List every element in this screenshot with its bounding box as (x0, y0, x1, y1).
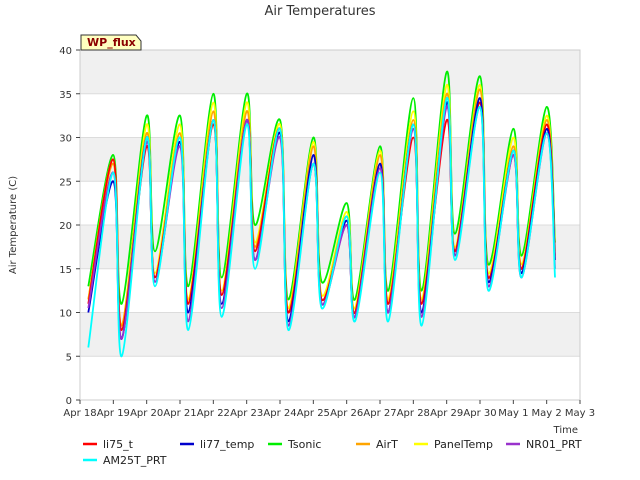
y-tick-label: 25 (59, 177, 72, 188)
y-axis-label: Air Temperature (C) (8, 176, 19, 274)
legend-label: PanelTemp (434, 438, 493, 451)
legend-label: AM25T_PRT (103, 454, 167, 467)
legend-item-PanelTemp: PanelTemp (414, 438, 493, 451)
legend: li75_t li77_temp Tsonic AirT PanelTemp NR01_P… (83, 438, 582, 467)
x-tick-label: Apr 26 (330, 408, 363, 419)
legend-label: Tsonic (287, 438, 321, 451)
series-line-AM25T_PRT (87, 97, 556, 358)
x-tick-label: May 3 (565, 408, 595, 419)
x-tick-label: Apr 25 (297, 408, 330, 419)
grid-band (80, 50, 580, 94)
x-tick-label: Apr 30 (463, 408, 496, 419)
y-tick-label: 30 (59, 134, 72, 145)
x-tick-label: Apr 21 (163, 408, 196, 419)
x-tick-label: May 2 (532, 408, 562, 419)
y-axis-ticks: 0 5 10 15 20 25 30 35 40 (59, 46, 80, 407)
legend-item-li75_t: li75_t (83, 438, 134, 451)
grid-band (80, 93, 580, 138)
x-tick-label: Apr 22 (197, 408, 230, 419)
x-tick-label: Apr 18 (63, 408, 96, 419)
y-tick-label: 20 (59, 221, 72, 232)
x-tick-label: Apr 29 (430, 408, 463, 419)
x-tick-label: Apr 24 (263, 408, 296, 419)
x-tick-label: May 1 (498, 408, 528, 419)
y-tick-label: 40 (59, 46, 72, 57)
legend-label: li75_t (103, 438, 134, 451)
y-tick-label: 35 (59, 90, 72, 101)
y-tick-label: 10 (59, 309, 72, 320)
y-tick-label: 5 (66, 352, 72, 363)
grid-band (80, 181, 580, 225)
x-axis-label: Time (553, 425, 578, 436)
chart-title: Air Temperatures (264, 4, 375, 19)
legend-label: li77_temp (200, 438, 254, 451)
grid-band (80, 356, 580, 400)
x-tick-label: Apr 27 (363, 408, 396, 419)
legend-label: NR01_PRT (526, 438, 582, 451)
x-tick-label: Apr 23 (230, 408, 263, 419)
legend-item-AirT: AirT (356, 438, 398, 451)
legend-item-NR01_PRT: NR01_PRT (506, 438, 582, 451)
y-tick-label: 15 (59, 265, 72, 276)
x-tick-label: Apr 20 (130, 408, 163, 419)
grid-band (80, 312, 580, 357)
series-layer (87, 70, 556, 358)
x-tick-label: Apr 19 (97, 408, 130, 419)
x-tick-label: Apr 28 (397, 408, 430, 419)
wp-flux-badge: WP_flux (80, 34, 142, 51)
legend-item-li77_temp: li77_temp (180, 438, 254, 451)
legend-item-AM25T_PRT: AM25T_PRT (83, 454, 167, 467)
legend-label: AirT (376, 438, 398, 451)
x-axis-ticks: Apr 18 Apr 19 Apr 20 Apr 21 Apr 22 Apr 23 Apr … (63, 400, 595, 419)
y-tick-label: 0 (66, 396, 72, 407)
series-line-Tsonic (87, 70, 556, 305)
badge-label: WP_flux (87, 36, 136, 49)
grid-band (80, 137, 580, 182)
legend-item-Tsonic: Tsonic (268, 438, 321, 451)
